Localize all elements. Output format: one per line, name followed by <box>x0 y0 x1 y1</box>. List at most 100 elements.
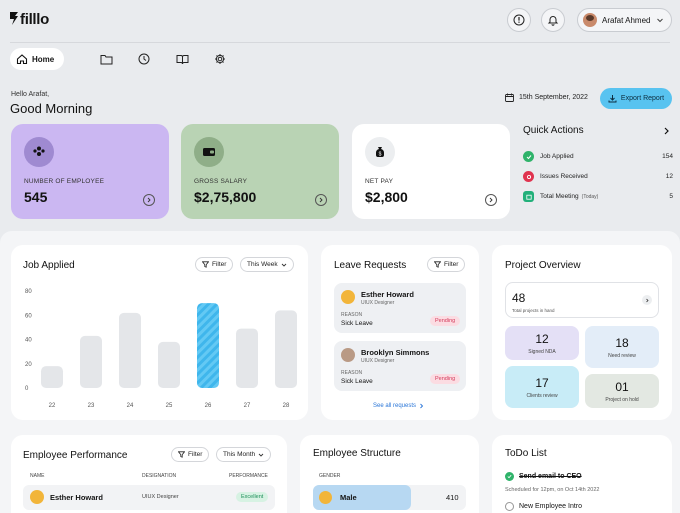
nav-files[interactable] <box>94 48 118 70</box>
brand-logo[interactable]: filllo <box>10 11 49 28</box>
calendar-icon <box>523 191 534 202</box>
export-report-button[interactable]: Export Report <box>600 88 672 109</box>
leave-role: UIUX Designer <box>361 300 395 306</box>
check-icon <box>505 472 514 481</box>
nav-history[interactable] <box>132 48 156 70</box>
filter-icon <box>202 261 209 268</box>
todo-item[interactable]: New Employee Intro <box>505 502 582 511</box>
stat-value: 545 <box>24 189 48 205</box>
check-icon <box>523 151 534 162</box>
tile-label: Project on hold <box>605 396 639 403</box>
quick-action-job-applied[interactable]: Job Applied 154 <box>523 151 673 162</box>
notifications-button[interactable] <box>541 8 565 32</box>
y-tick-label: 60 <box>25 313 32 319</box>
filter-button[interactable]: Filter <box>427 257 466 272</box>
y-tick-label: 0 <box>25 386 29 392</box>
brand-name: filllo <box>20 11 50 28</box>
quick-action-issues[interactable]: Issues Received 12 <box>523 171 673 182</box>
total-projects-card[interactable]: 48 Total projects in hand <box>505 282 659 318</box>
quick-action-meeting[interactable]: Total Meeting (Today) 5 <box>523 191 673 202</box>
date-display: 15th September, 2022 <box>505 93 588 102</box>
chevron-down-icon <box>281 263 286 267</box>
book-icon <box>176 54 189 64</box>
y-tick-label: 20 <box>25 362 32 368</box>
chevron-right-icon[interactable] <box>663 127 670 135</box>
chart-bar[interactable] <box>41 366 63 388</box>
chart-bar[interactable] <box>275 310 297 388</box>
chevron-down-icon <box>258 453 264 457</box>
checkbox[interactable] <box>505 502 514 511</box>
leave-request-item[interactable]: Esther Howard UIUX Designer REASON Sick … <box>334 283 466 333</box>
see-all-label: See all requests <box>373 403 417 409</box>
stat-detail-button[interactable] <box>143 194 155 206</box>
filter-label: Filter <box>188 451 203 458</box>
bell-icon <box>547 16 559 26</box>
period-label: This Week <box>247 261 278 268</box>
column-header: DESIGNATION <box>142 473 177 479</box>
calendar-icon <box>505 93 514 102</box>
avatar <box>341 348 355 362</box>
nav-settings[interactable] <box>208 48 232 70</box>
home-icon <box>16 54 28 65</box>
project-tile[interactable]: 17 Clients review <box>505 366 579 408</box>
chart-bar[interactable] <box>197 303 219 388</box>
table-row[interactable]: Esther Howard UIUX Designer Excellent <box>23 485 275 510</box>
project-tile[interactable]: 12 Signed NDA <box>505 326 579 360</box>
leave-requests-title: Leave Requests <box>334 260 407 271</box>
stat-detail-button[interactable] <box>485 194 497 206</box>
see-all-requests-link[interactable]: See all requests <box>373 403 424 409</box>
quick-action-note: (Today) <box>581 193 599 200</box>
chart-bar[interactable] <box>158 341 180 388</box>
main-nav: Home <box>10 47 232 71</box>
chart-bar[interactable] <box>80 335 102 388</box>
column-header: PERFORMANCE <box>229 473 268 479</box>
filter-label: Filter <box>212 261 227 268</box>
project-overview-title: Project Overview <box>505 260 581 271</box>
leave-name: Brooklyn Simmons <box>361 348 430 357</box>
user-profile-menu[interactable]: Arafat Ahmed <box>577 8 672 32</box>
chart-bar[interactable] <box>119 312 141 388</box>
info-button[interactable] <box>507 8 531 32</box>
chart-bar[interactable] <box>236 328 258 388</box>
period-select[interactable]: This Week <box>240 257 294 272</box>
avatar <box>319 491 332 504</box>
filter-button[interactable]: Filter <box>195 257 234 272</box>
quick-action-label: Issues Received <box>540 173 588 180</box>
export-report-label: Export Report <box>620 95 665 102</box>
stat-value: $2,75,800 <box>194 189 257 205</box>
gender-row[interactable]: Male 410 <box>313 485 466 510</box>
filter-icon <box>434 261 441 268</box>
total-projects-value: 48 <box>512 291 526 305</box>
project-overview-panel: Project Overview 48 Total projects in ha… <box>492 245 672 420</box>
project-tile[interactable]: 18 Need review <box>585 326 659 368</box>
period-select[interactable]: This Month <box>216 447 272 462</box>
todo-item-title: Send email to CEO <box>519 473 582 480</box>
info-icon <box>513 14 525 26</box>
avatar <box>583 13 597 27</box>
filter-button[interactable]: Filter <box>171 447 210 462</box>
column-header: GENDER <box>319 473 341 479</box>
nav-home[interactable]: Home <box>10 48 65 70</box>
leave-requests-panel: Leave Requests Filter Esther Howard UIUX… <box>321 245 479 420</box>
job-applied-title: Job Applied <box>23 260 75 271</box>
y-tick-label: 40 <box>25 338 32 344</box>
chevron-right-icon <box>489 197 493 203</box>
stat-card-employees: NUMBER OF EMPLOYEE 545 <box>11 124 169 219</box>
project-tile[interactable]: 01 Project on hold <box>585 374 659 408</box>
date-text: 15th September, 2022 <box>519 94 588 101</box>
todo-item[interactable]: Send email to CEO <box>505 472 582 481</box>
divider <box>10 42 670 43</box>
job-applied-chart: 80 60 40 20 0 22 23 24 25 26 27 28 <box>25 289 297 409</box>
money-bag-icon: $ <box>365 137 395 167</box>
nav-library[interactable] <box>170 48 194 70</box>
stat-detail-button[interactable] <box>315 194 327 206</box>
leave-request-item[interactable]: Brooklyn Simmons UIUX Designer REASON Si… <box>334 341 466 391</box>
tile-value: 01 <box>615 379 629 394</box>
quick-action-count: 12 <box>665 173 673 180</box>
x-tick-label: 22 <box>49 403 56 409</box>
wallet-icon <box>194 137 224 167</box>
performance-badge: Excellent <box>236 492 269 502</box>
job-applied-panel: Job Applied Filter This Week 80 60 40 20 0 22… <box>11 245 308 420</box>
status-badge: Pending <box>430 374 461 384</box>
todo-item-subtitle: Scheduled for 12pm, on Oct 14th 2022 <box>505 487 600 493</box>
